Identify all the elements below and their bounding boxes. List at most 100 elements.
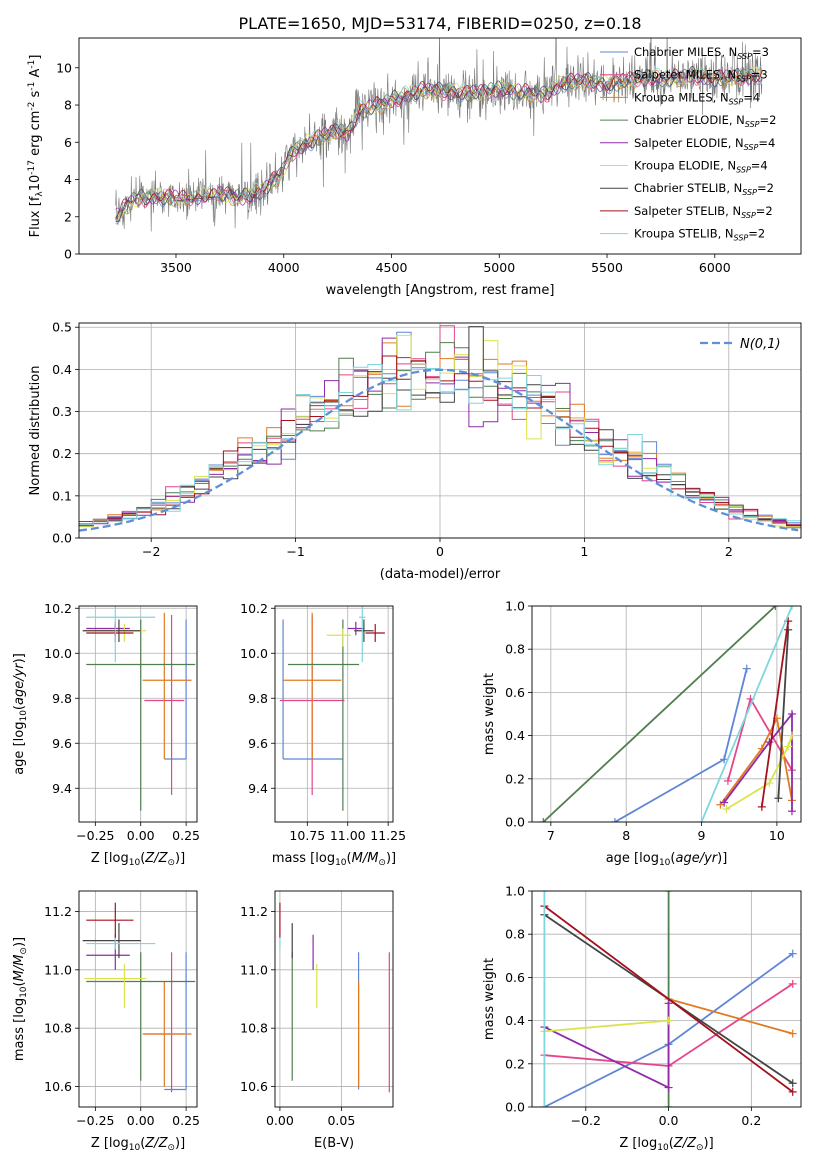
x-tick-label: −0.2 <box>571 1113 601 1128</box>
y-tick-label: 10.2 <box>240 601 268 616</box>
x-tick-label: 6000 <box>699 260 731 275</box>
legend-label-salpeter_stelib: Salpeter STELIB, NSSP=2 <box>634 204 773 220</box>
mass_vs_Z-xlabel: Z [log10(Z/Z⊙)] <box>91 1136 185 1153</box>
errorbar-salpeter_elodie <box>347 621 364 636</box>
weight-marker-salpeter_elodie <box>720 798 729 807</box>
weight-line-kroupa_miles <box>668 998 793 1035</box>
x-tick-label: 5500 <box>591 260 623 275</box>
legend-label-chabrier_stelib: Chabrier STELIB, NSSP=2 <box>634 181 774 197</box>
y-tick-label: 0.0 <box>505 1100 525 1115</box>
weight_vs_Z-frame <box>531 890 802 1108</box>
x-tick-label: 1 <box>580 544 588 559</box>
errorbar-chabrier_miles <box>282 619 343 760</box>
errorbar-chabrier_miles <box>164 619 187 760</box>
age_vs_Z-ylabel: age [log10(age/yr)] <box>12 653 29 775</box>
x-tick-label: 0.00 <box>127 828 155 843</box>
weight-marker-salpeter_miles <box>788 979 797 988</box>
y-tick-label: 0.4 <box>52 362 72 377</box>
errorbar-salpeter_stelib <box>365 624 385 642</box>
errorbar-chabrier_stelib <box>82 619 141 642</box>
y-tick-label: 9.4 <box>248 781 268 796</box>
y-tick-label: 2 <box>64 209 72 224</box>
weight-marker-salpeter_stelib <box>757 802 766 811</box>
weight-marker-kroupa_elodie <box>784 742 793 751</box>
legend-label-kroupa_miles: Kroupa MILES, NSSP=4 <box>634 90 760 106</box>
weight-line-kroupa_miles <box>719 715 793 806</box>
y-tick-label: 0.0 <box>505 815 525 830</box>
y-tick-label: 0.6 <box>505 685 525 700</box>
errorbar-kroupa_stelib <box>86 606 156 663</box>
residuals-xlabel: (data-model)/error <box>380 567 501 582</box>
weight-marker-kroupa_miles <box>788 1029 797 1038</box>
weight-marker-chabrier_elodie <box>539 818 548 822</box>
y-tick-label: 10.6 <box>240 1079 268 1094</box>
weight-marker-kroupa_stelib <box>697 818 706 822</box>
weight-marker-chabrier_elodie <box>664 891 673 895</box>
weight-marker-salpeter_stelib <box>788 1087 797 1096</box>
x-tick-label: 0.0 <box>659 1113 679 1128</box>
weight-marker-chabrier_miles <box>610 818 619 822</box>
weight-marker-kroupa_stelib <box>787 606 796 610</box>
spectrum-model-line-chabrier_elodie <box>115 68 763 219</box>
weight-line-chabrier_stelib <box>777 629 790 799</box>
spectrum-title: PLATE=1650, MJD=53174, FIBERID=0250, z=0… <box>238 14 641 33</box>
weight-line-kroupa_stelib <box>700 606 793 822</box>
legend-label-salpeter_elodie: Salpeter ELODIE, NSSP=4 <box>634 136 775 152</box>
y-tick-label: 11.2 <box>240 904 268 919</box>
y-tick-label: 9.6 <box>52 736 72 751</box>
x-tick-label: 10 <box>769 828 785 843</box>
y-tick-label: 11.0 <box>44 962 72 977</box>
x-tick-label: 0.00 <box>266 1113 294 1128</box>
x-tick-label: 2 <box>725 544 733 559</box>
y-tick-label: 0.2 <box>505 1056 525 1071</box>
x-tick-label: 5000 <box>483 260 515 275</box>
y-tick-label: 10 <box>56 60 72 75</box>
x-tick-label: 11.25 <box>370 828 406 843</box>
errorbar-salpeter_stelib <box>86 902 134 938</box>
y-tick-label: 10.2 <box>44 601 72 616</box>
y-tick-label: 1.0 <box>505 884 525 899</box>
x-tick-label: 8 <box>622 828 630 843</box>
weight_vs_age-ylabel: mass weight <box>482 673 497 755</box>
y-tick-label: 10.6 <box>44 1079 72 1094</box>
weight-line-salpeter_stelib <box>543 905 794 1093</box>
errorbar-kroupa_elodie <box>326 628 351 647</box>
x-tick-label: 0.00 <box>127 1113 155 1128</box>
age_vs_mass-frame <box>274 605 394 823</box>
y-tick-label: 0.2 <box>52 446 72 461</box>
weight-marker-chabrier_elodie <box>664 1103 673 1107</box>
weight-line-kroupa_elodie <box>725 735 793 810</box>
weight-marker-kroupa_stelib <box>540 891 549 895</box>
weight-line-salpeter_elodie <box>723 711 793 812</box>
spectrum-ylabel: Flux [fλ10-17 erg cm-2 s-1 A-1] <box>27 55 45 238</box>
weight-line-kroupa_elodie <box>544 1019 669 1033</box>
weight_vs_age-frame <box>531 605 802 823</box>
spectrum-model-line-kroupa_stelib <box>115 65 763 217</box>
y-tick-label: 0.5 <box>52 320 72 335</box>
age_vs_Z-xlabel: Z [log10(Z/Z⊙)] <box>91 851 185 868</box>
y-tick-label: 0.1 <box>52 488 72 503</box>
spectrum-legend: Chabrier MILES, NSSP=3 Salpeter MILES, NS… <box>600 45 776 243</box>
x-tick-label: −2 <box>142 544 160 559</box>
y-tick-label: 8 <box>64 98 72 113</box>
weight-marker-chabrier_stelib <box>788 1079 797 1088</box>
legend-label-kroupa_elodie: Kroupa ELODIE, NSSP=4 <box>634 159 768 175</box>
y-tick-label: 4 <box>64 172 72 187</box>
x-tick-label: 4500 <box>376 260 408 275</box>
histogram-chabrier_stelib <box>79 326 801 526</box>
mass_vs_ebv-axes: 0.00 0.05 10.6 10.8 11.0 11.2 <box>240 891 393 1128</box>
spectrum-xlabel: wavelength [Angstrom, rest frame] <box>326 283 555 298</box>
y-tick-label: 9.4 <box>52 781 72 796</box>
y-tick-label: 9.6 <box>248 736 268 751</box>
y-tick-label: 9.8 <box>248 691 268 706</box>
y-tick-label: 10.0 <box>44 646 72 661</box>
mass_vs_Z-ylabel: mass [log10(M/M⊙)] <box>12 937 29 1061</box>
x-tick-label: 0 <box>436 544 444 559</box>
legend-label-chabrier_miles: Chabrier MILES, NSSP=3 <box>634 45 769 61</box>
legend-label-chabrier_elodie: Chabrier ELODIE, NSSP=2 <box>634 113 776 129</box>
x-tick-label: −0.25 <box>76 828 114 843</box>
weight-marker-salpeter_elodie <box>664 1083 673 1092</box>
y-tick-label: 11.0 <box>240 962 268 977</box>
y-tick-label: 0.3 <box>52 404 72 419</box>
errorbar-kroupa_miles <box>283 612 342 759</box>
